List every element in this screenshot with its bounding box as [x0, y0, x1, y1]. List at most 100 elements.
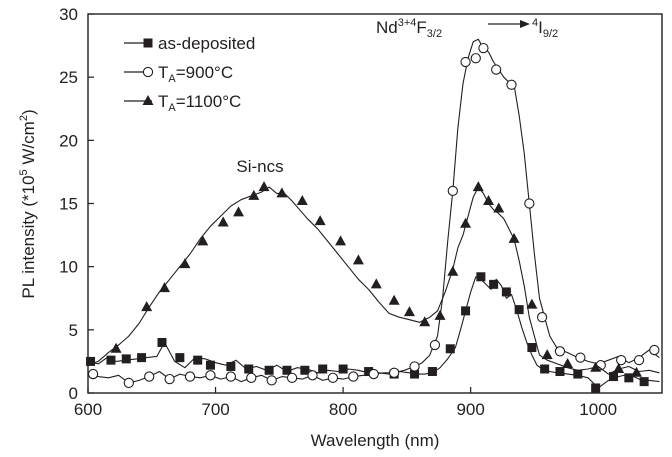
x-axis-title: Wavelength (nm) [311, 431, 440, 450]
data-point-ta-1100 [541, 349, 553, 360]
data-point-ta-1100 [493, 202, 505, 213]
data-point-ta-900 [470, 53, 481, 64]
series-line-ta-1100 [87, 186, 660, 375]
data-point-ta-900 [429, 339, 441, 351]
data-point-ta-1100 [472, 181, 484, 192]
transition-arrowhead [520, 20, 530, 28]
data-point-ta-1100 [248, 189, 260, 200]
data-point-as-deposited [264, 365, 274, 375]
data-point-ta-1100 [217, 216, 229, 227]
data-point-ta-900 [266, 375, 277, 386]
data-point-as-deposited [338, 364, 348, 374]
data-point-as-deposited [300, 365, 310, 375]
data-point-as-deposited [137, 353, 147, 363]
x-tick-label: 1000 [579, 400, 617, 419]
data-point-ta-900 [633, 355, 645, 366]
data-point-as-deposited [86, 356, 96, 366]
legend-label-as-deposited: as-deposited [158, 34, 255, 53]
data-point-as-deposited [591, 383, 601, 393]
data-point-ta-1100 [233, 206, 245, 217]
y-tick-label: 15 [59, 195, 78, 214]
data-point-ta-1100 [508, 232, 520, 243]
data-point-ta-1100 [352, 254, 364, 265]
data-point-ta-1100 [276, 187, 288, 198]
y-tick-label: 20 [59, 131, 78, 150]
data-point-as-deposited [489, 279, 499, 289]
legend-marker-ta-900 [142, 66, 154, 78]
svg-text:4I9/2: 4I9/2 [532, 17, 558, 40]
data-point-ta-900 [554, 346, 566, 357]
data-point-ta-900 [225, 371, 237, 382]
series-line-ta-900 [87, 38, 660, 384]
legend-label-ta-1100: TA=1100°C [158, 92, 241, 114]
data-point-ta-1100 [179, 258, 191, 269]
data-point-as-deposited [573, 369, 583, 379]
x-tick-label: 800 [329, 400, 357, 419]
data-point-ta-1100 [526, 298, 538, 309]
data-point-ta-900 [164, 373, 175, 385]
data-point-ta-900 [524, 198, 535, 209]
data-point-ta-1100 [197, 235, 209, 246]
data-point-ta-900 [184, 371, 196, 382]
data-point-as-deposited [106, 355, 116, 365]
data-point-ta-1100 [483, 194, 495, 205]
data-point-ta-900 [246, 372, 257, 383]
y-tick-label: 30 [59, 5, 78, 24]
data-point-ta-1100 [159, 282, 171, 293]
data-point-ta-1100 [590, 361, 602, 372]
y-tick-label: 10 [59, 258, 78, 277]
data-point-ta-900 [649, 344, 660, 356]
data-point-ta-900 [123, 377, 134, 389]
data-point-ta-1100 [141, 301, 153, 312]
data-point-as-deposited [639, 377, 649, 387]
data-point-ta-1100 [630, 366, 642, 377]
data-point-as-deposited [527, 343, 537, 353]
data-point-as-deposited [624, 373, 634, 383]
data-point-ta-1100 [434, 309, 446, 320]
data-point-as-deposited [364, 367, 374, 377]
data-point-ta-1100 [562, 357, 574, 368]
series-ta-1100 [87, 181, 660, 377]
data-point-as-deposited [555, 367, 565, 377]
data-point-as-deposited [226, 361, 236, 371]
data-point-ta-900 [144, 371, 155, 382]
data-point-as-deposited [121, 354, 131, 364]
data-point-ta-1100 [258, 181, 270, 192]
y-tick-label: 5 [69, 321, 78, 340]
data-point-ta-1100 [403, 306, 415, 317]
data-point-as-deposited [410, 369, 420, 379]
data-point-as-deposited [609, 372, 619, 382]
data-point-ta-900 [506, 79, 517, 90]
legend-marker-ta-1100 [142, 95, 154, 105]
legend-marker-as-deposited [143, 38, 153, 48]
data-point-ta-900 [478, 42, 489, 54]
x-tick-label: 900 [456, 400, 484, 419]
series-as-deposited [86, 272, 660, 393]
x-tick-label: 700 [201, 400, 229, 419]
y-tick-label: 0 [69, 384, 78, 403]
x-tick-label: 600 [74, 400, 102, 419]
data-point-ta-900 [575, 352, 586, 363]
svg-text:Nd3+4F3/2: Nd3+4F3/2 [376, 17, 442, 40]
data-point-ta-900 [87, 368, 99, 380]
annotation-si-ncs: Si-ncs [236, 157, 283, 176]
data-point-as-deposited [476, 272, 486, 282]
data-point-ta-1100 [335, 235, 347, 246]
data-point-as-deposited [540, 364, 550, 374]
data-point-as-deposited [427, 367, 437, 377]
data-point-as-deposited [501, 287, 511, 297]
data-point-ta-900 [447, 185, 458, 197]
data-point-ta-900 [327, 372, 339, 383]
data-point-ta-1100 [613, 362, 625, 373]
data-point-ta-900 [409, 361, 420, 372]
data-point-as-deposited [514, 305, 524, 315]
data-point-as-deposited [157, 337, 167, 347]
legend-label-ta-900: TA=900°C [158, 63, 233, 85]
data-point-as-deposited [205, 360, 215, 370]
data-point-ta-900 [368, 368, 379, 380]
data-point-ta-900 [536, 312, 548, 323]
annotation-nd-transition: Nd3+4F3/2 4I9/2 [376, 17, 558, 40]
data-point-ta-900 [460, 56, 471, 68]
series-layer [86, 38, 660, 393]
